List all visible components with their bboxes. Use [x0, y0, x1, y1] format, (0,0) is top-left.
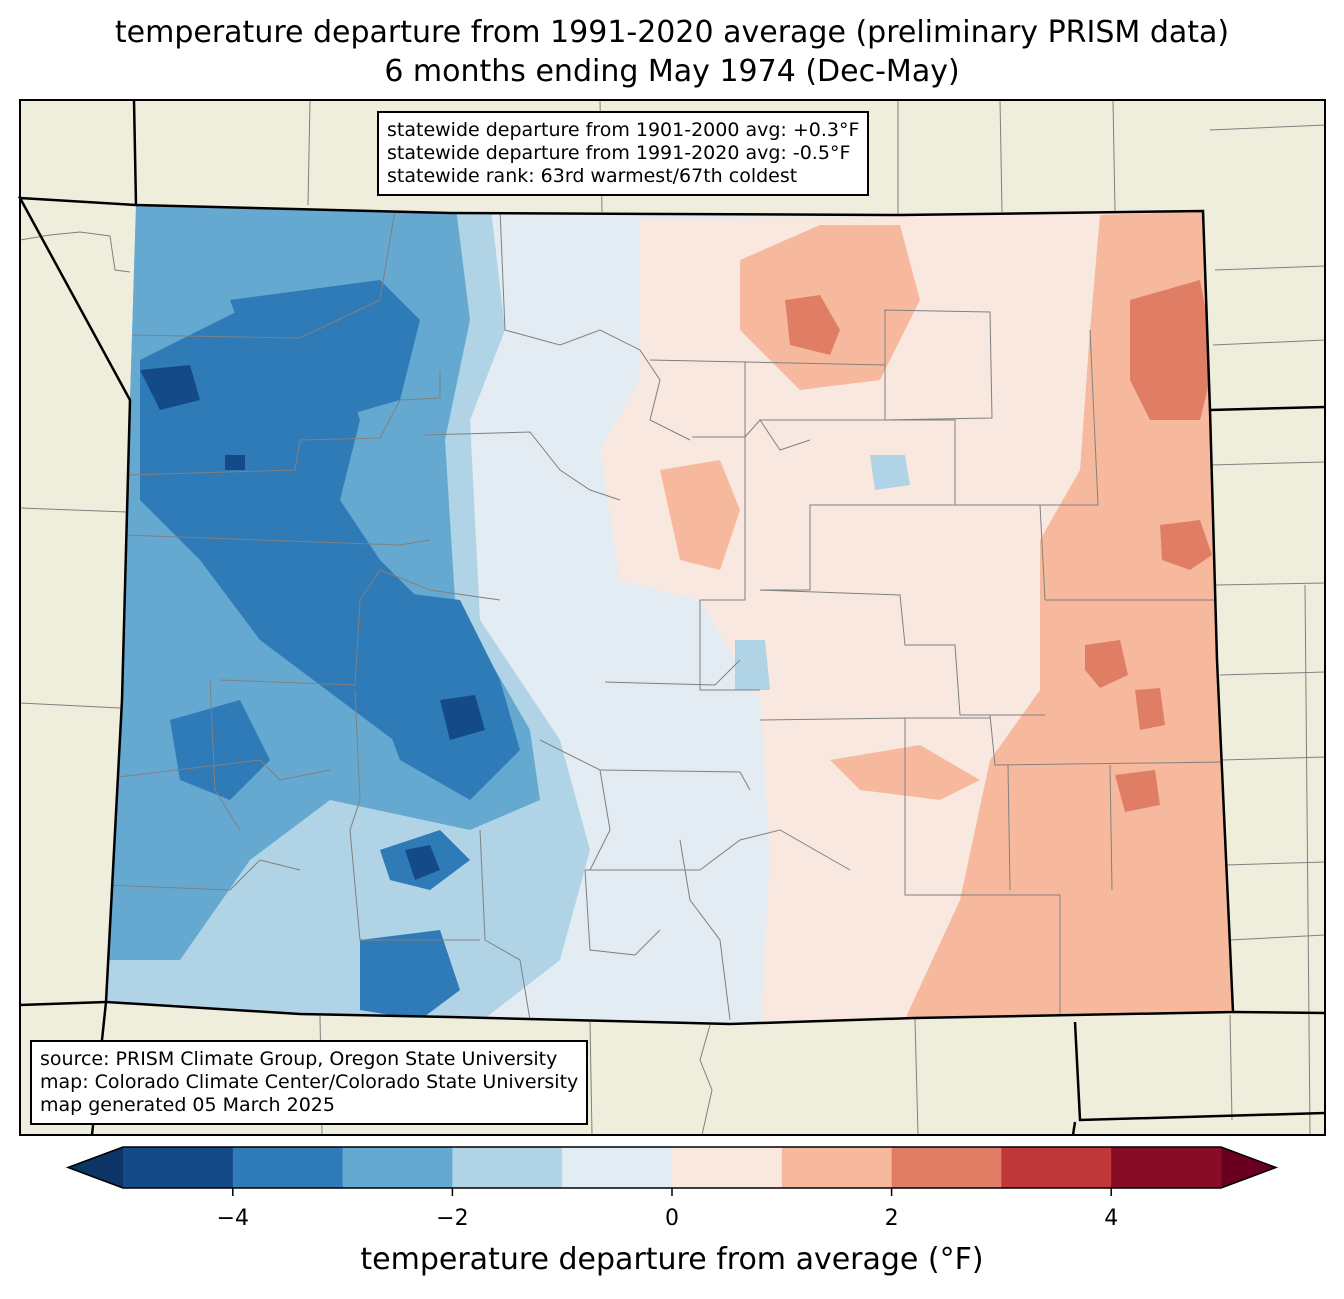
source-box: source: PRISM Climate Group, Oregon Stat… [30, 1040, 589, 1125]
colorbar-bin-8 [1001, 1147, 1112, 1188]
map-title-line2: 6 months ending May 1974 (Dec-May) [384, 54, 960, 89]
statewide-stats-box: statewide departure from 1901-2000 avg: … [377, 111, 870, 196]
source-credit: source: PRISM Climate Group, Oregon Stat… [40, 1048, 558, 1070]
map-title-line1: temperature departure from 1991-2020 ave… [114, 15, 1230, 50]
colorado-county-lines [106, 209, 1226, 1021]
stat-departure-1991-2020: statewide departure from 1991-2020 avg: … [387, 142, 851, 164]
colorbar-outline [65, 1146, 1279, 1189]
colorbar-tick-label: −2 [436, 1206, 468, 1231]
colorbar-bin-9 [1111, 1147, 1222, 1188]
colorbar-bin-0 [123, 1147, 234, 1188]
colorbar: −4 −2 0 2 4 [65, 1146, 1279, 1231]
colorbar-extend-high [1221, 1147, 1276, 1188]
colorbar-bin-5 [672, 1147, 783, 1188]
colorbar-bin-6 [781, 1147, 893, 1188]
colorbar-bin-7 [891, 1147, 1002, 1188]
colorbar-extend-low [68, 1147, 123, 1188]
map-generated-date: map generated 05 March 2025 [40, 1094, 335, 1116]
colorbar-label: temperature departure from average (°F) [360, 1242, 984, 1277]
stat-departure-1901-2000: statewide departure from 1901-2000 avg: … [387, 119, 860, 141]
map-credit: map: Colorado Climate Center/Colorado St… [40, 1071, 579, 1093]
colorbar-tick-label: −4 [217, 1206, 249, 1231]
colorbar-bin-1 [232, 1147, 344, 1188]
colorbar-tick-label: 4 [1104, 1206, 1118, 1231]
colorbar-tick-label: 2 [885, 1206, 899, 1231]
colorbar-bin-4 [562, 1147, 673, 1188]
map-frame [19, 99, 1326, 1136]
colorbar-bin-3 [452, 1147, 563, 1188]
temperature-departure-field [106, 205, 1233, 1024]
colorbar-bin-2 [342, 1147, 453, 1188]
stat-statewide-rank: statewide rank: 63rd warmest/67th coldes… [387, 165, 798, 187]
colorbar-tick-label: 0 [665, 1206, 679, 1231]
